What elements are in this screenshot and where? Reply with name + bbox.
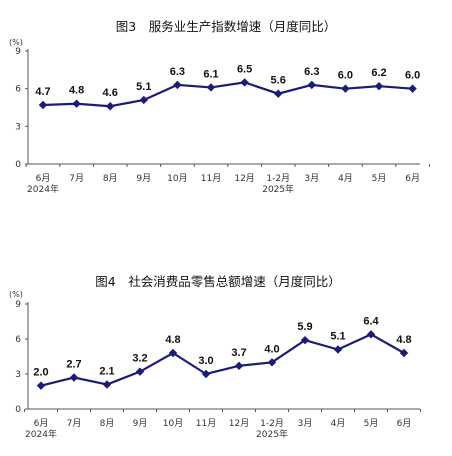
y-axis-unit-label: (%) (9, 290, 23, 299)
x-tick-label: 7月 (67, 418, 82, 429)
y-tick-label: 6 (15, 335, 21, 345)
data-point (333, 345, 343, 354)
data-label: 5.6 (271, 75, 286, 87)
data-label: 6.0 (338, 70, 353, 82)
y-tick-label: 0 (15, 405, 21, 415)
chart-title: 图3 服务业生产指数增速（月度同比） (116, 19, 336, 34)
data-point (72, 99, 81, 108)
data-point (399, 348, 409, 358)
data-point (234, 361, 244, 371)
data-point (307, 80, 316, 90)
data-label: 6.3 (170, 66, 185, 78)
data-point (69, 373, 79, 382)
y-tick-label: 3 (15, 122, 21, 132)
y-tick-label: 0 (15, 160, 21, 170)
x-tick-label: 9月 (136, 173, 151, 184)
data-label: 5.1 (136, 81, 151, 93)
x-tick-label: 11月 (201, 173, 221, 184)
x-tick-label: 6月 (36, 173, 51, 184)
data-label: 3.0 (198, 355, 213, 367)
data-point (341, 84, 350, 93)
data-label: 3.2 (132, 353, 147, 365)
year-label: 2025年 (262, 183, 294, 195)
service-production-chart: 图3 服务业生产指数增速（月度同比） (%) 0 3 6 9 6月 7月 8月 9月 10月 11月 1… (9, 19, 430, 195)
x-tick-label: 9月 (133, 418, 148, 429)
data-point (206, 83, 216, 92)
year-label: 2024年 (27, 183, 59, 195)
data-label: 4.8 (396, 334, 411, 346)
retail-sales-chart: 图4 社会消费品零售总额增速（月度同比） (%) 0 3 6 9 6月 7月 8月 9月 10月 11… (9, 274, 421, 440)
data-point (300, 335, 310, 345)
x-tick-label: 12月 (229, 418, 249, 429)
year-label: 2025年 (256, 428, 288, 440)
data-point (274, 89, 283, 98)
data-point (374, 81, 384, 91)
data-label: 3.7 (231, 347, 246, 359)
data-label: 6.4 (363, 315, 379, 327)
data-point (168, 348, 178, 358)
y-tick-label: 9 (15, 47, 21, 57)
x-tick-label: 7月 (69, 173, 84, 184)
data-point (38, 100, 48, 110)
data-point (267, 358, 277, 367)
x-tick-label: 8月 (100, 418, 115, 429)
data-label: 2.0 (33, 367, 48, 379)
data-label: 2.1 (99, 366, 114, 378)
data-label: 4.6 (103, 87, 118, 99)
chart-title: 图4 社会消费品零售总额增速（月度同比） (95, 274, 340, 289)
data-point (139, 95, 148, 105)
data-label: 5.9 (297, 321, 312, 333)
x-tick-label: 6月 (405, 173, 420, 184)
x-tick-label: 4月 (338, 173, 353, 184)
x-tick-label: 5月 (364, 418, 379, 429)
data-point (173, 80, 182, 90)
data-label: 4.8 (165, 334, 180, 346)
data-label: 6.3 (304, 66, 319, 78)
data-point (36, 381, 46, 390)
x-tick-label: 4月 (331, 418, 346, 429)
x-tick-label: 3月 (298, 418, 313, 429)
x-tick-label: 11月 (196, 418, 216, 429)
data-label: 4.7 (35, 86, 50, 98)
y-axis-unit-label: (%) (9, 38, 23, 47)
series-line (40, 333, 405, 387)
data-label: 2.7 (66, 359, 81, 371)
data-label: 6.0 (405, 70, 420, 82)
x-tick-label: 1-2月 (260, 418, 284, 429)
x-tick-label: 3月 (304, 173, 319, 184)
x-tick-label: 10月 (167, 173, 187, 184)
y-tick-label: 9 (15, 300, 21, 310)
x-tick-label: 1-2月 (266, 173, 290, 184)
data-label: 6.1 (203, 68, 218, 80)
x-tick-label: 12月 (234, 173, 254, 184)
y-tick-label: 3 (15, 370, 21, 380)
year-label: 2024年 (25, 428, 57, 440)
data-point (102, 380, 112, 389)
x-tick-label: 8月 (103, 173, 118, 184)
data-point (408, 84, 417, 93)
data-label: 5.1 (330, 331, 345, 343)
data-point (201, 369, 211, 379)
data-label: 6.5 (237, 63, 252, 75)
data-label: 6.2 (371, 67, 386, 79)
data-point (135, 367, 145, 376)
y-tick-label: 6 (15, 85, 21, 95)
x-tick-label: 10月 (163, 418, 183, 429)
x-tick-label: 5月 (372, 173, 387, 184)
data-point (366, 330, 376, 339)
data-label: 4.0 (264, 343, 279, 355)
x-tick-label: 6月 (397, 418, 412, 429)
data-label: 4.8 (69, 85, 84, 97)
series-line (42, 81, 413, 108)
x-tick-label: 6月 (34, 418, 49, 429)
data-point (106, 102, 115, 111)
data-point (240, 78, 249, 87)
